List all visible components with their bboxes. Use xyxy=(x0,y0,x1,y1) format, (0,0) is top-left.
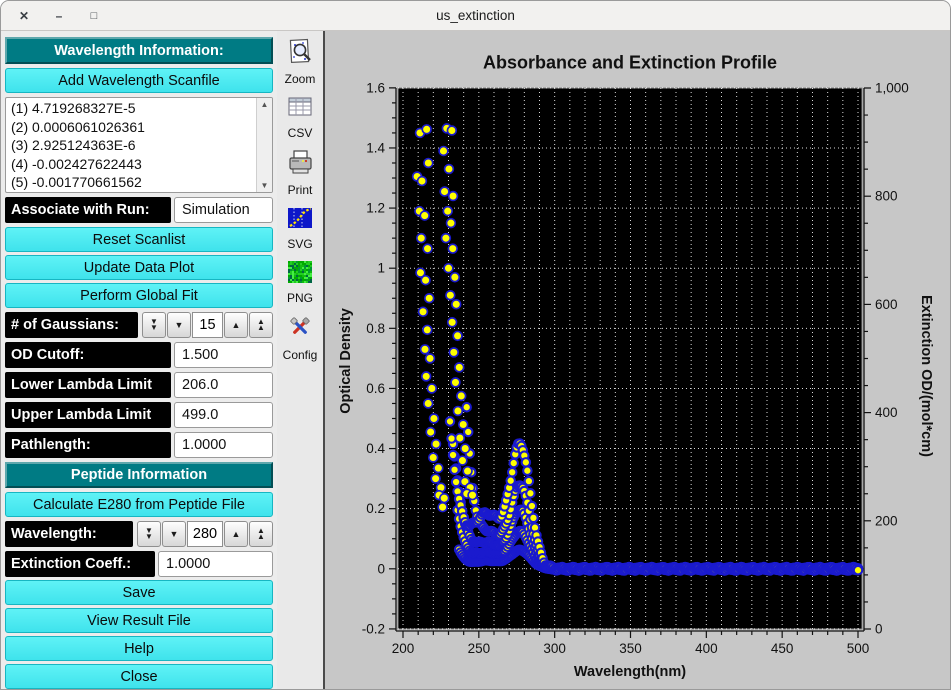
window-title: us_extinction xyxy=(436,8,515,23)
svg-icon xyxy=(287,206,313,235)
extinction-coeff-input[interactable]: 1.0000 xyxy=(158,551,273,577)
upper-lambda-limit-input[interactable]: 499.0 xyxy=(174,402,273,428)
svg-text:1: 1 xyxy=(377,261,385,276)
chart-title: Absorbance and Extinction Profile xyxy=(482,52,778,73)
scatter-points xyxy=(411,123,478,513)
y-right-axis-ticks: 1,000 800 600 400 200 0 xyxy=(864,81,909,637)
view-result-file-button[interactable]: View Result File xyxy=(5,608,273,633)
update-data-plot-button[interactable]: Update Data Plot xyxy=(5,255,273,280)
minimize-window-icon[interactable]: – xyxy=(55,8,63,23)
panel-splitter[interactable] xyxy=(323,31,325,689)
svg-text:500: 500 xyxy=(847,641,870,656)
list-item[interactable]: (2) 0.0006061026361 xyxy=(11,118,145,135)
od-cutoff-input[interactable]: 1.500 xyxy=(174,342,273,368)
print-icon xyxy=(287,149,314,181)
od-cutoff-label: OD Cutoff: xyxy=(5,342,171,368)
titlebar: ✕ – □ us_extinction xyxy=(1,1,950,31)
gaussians-label: # of Gaussians: xyxy=(5,312,138,338)
lower-lambda-limit-input[interactable]: 206.0 xyxy=(174,372,273,398)
peptide-information-banner: Peptide Information xyxy=(5,462,273,488)
gaussians-step-up-fast-button[interactable]: ▲ ▲ xyxy=(249,312,273,338)
svg-text:1.6: 1.6 xyxy=(366,80,385,95)
add-wavelength-scanfile-button[interactable]: Add Wavelength Scanfile xyxy=(5,68,273,93)
svg-text:0.4: 0.4 xyxy=(366,441,385,456)
svg-text:450: 450 xyxy=(771,641,794,656)
scroll-down-icon[interactable]: ▼ xyxy=(260,181,269,190)
x-axis-ticks: 200 250 300 350 400 450 500 xyxy=(392,631,870,656)
csv-tool-button[interactable]: CSV xyxy=(287,95,313,140)
svg-text:600: 600 xyxy=(875,297,898,312)
gaussians-value[interactable]: 15 xyxy=(192,312,223,338)
svg-text:0: 0 xyxy=(377,561,385,576)
csv-icon xyxy=(287,95,313,124)
close-button[interactable]: Close xyxy=(5,664,273,689)
svg-text:0: 0 xyxy=(875,622,883,637)
help-button[interactable]: Help xyxy=(5,636,273,661)
upper-lambda-limit-label: Upper Lambda Limit xyxy=(5,402,171,428)
svg-text:400: 400 xyxy=(695,641,718,656)
lower-lambda-limit-label: Lower Lambda Limit xyxy=(5,372,171,398)
associate-run-input[interactable]: Simulation xyxy=(174,197,273,223)
list-item[interactable]: (5) -0.001770661562 xyxy=(11,174,142,190)
scanlist-scrollbar[interactable]: ▲ ▼ xyxy=(256,98,272,192)
x-axis-title: Wavelength(nm) xyxy=(573,664,687,680)
svg-text:300: 300 xyxy=(543,641,566,656)
print-tool-button[interactable]: Print xyxy=(287,149,314,197)
svg-text:200: 200 xyxy=(875,513,898,528)
png-tool-button[interactable]: PNG xyxy=(287,260,313,305)
svg-text:1,000: 1,000 xyxy=(875,81,909,96)
pathlength-label: Pathlength: xyxy=(5,432,171,458)
svg-text:1.2: 1.2 xyxy=(366,201,385,216)
control-panel: Wavelength Information: Add Wavelength S… xyxy=(1,31,277,689)
save-button[interactable]: Save xyxy=(5,580,273,605)
perform-global-fit-button[interactable]: Perform Global Fit xyxy=(5,283,273,308)
svg-text:-0.2: -0.2 xyxy=(362,621,385,636)
svg-text:200: 200 xyxy=(392,641,415,656)
plot-toolbar: Zoom CSV xyxy=(277,31,323,689)
zoom-tool-button[interactable]: Zoom xyxy=(285,38,315,86)
zoom-icon xyxy=(287,38,314,70)
png-icon xyxy=(287,260,313,289)
peptide-wavelength-counter: ▼ ▼ ▼ 280 ▲ ▲ ▲ xyxy=(136,521,273,547)
svg-text:0.8: 0.8 xyxy=(366,321,385,336)
list-item[interactable]: (4) -0.002427622443 xyxy=(11,155,142,172)
list-item[interactable]: (3) 2.925124363E-6 xyxy=(11,137,136,153)
wavelength-value[interactable]: 280 xyxy=(187,521,223,547)
svg-tool-button[interactable]: SVG xyxy=(287,206,313,251)
maximize-window-icon[interactable]: □ xyxy=(90,9,98,22)
svg-text:0.2: 0.2 xyxy=(366,501,385,516)
series-scan-1 xyxy=(444,416,864,576)
wavelength-step-down-fast-button[interactable]: ▼ ▼ xyxy=(137,521,161,547)
svg-text:1.4: 1.4 xyxy=(366,140,385,155)
svg-text:400: 400 xyxy=(875,405,898,420)
calculate-e280-button[interactable]: Calculate E280 from Peptide File xyxy=(5,492,273,517)
scroll-up-icon[interactable]: ▲ xyxy=(260,100,269,109)
list-item[interactable]: (1) 4.719268327E-5 xyxy=(11,100,136,116)
config-tool-button[interactable]: Config xyxy=(283,314,317,362)
gaussians-step-down-fast-button[interactable]: ▼ ▼ xyxy=(142,312,166,338)
wavelength-scanlist[interactable]: (1) 4.719268327E-5 (2) 0.0006061026361 (3)… xyxy=(5,97,273,193)
extinction-coeff-label: Extinction Coeff.: xyxy=(5,551,155,577)
peptide-wavelength-label: Wavelength: xyxy=(5,521,133,547)
gaussians-step-up-button[interactable]: ▲ xyxy=(224,312,248,338)
gaussians-counter: ▼ ▼ ▼ 15 ▲ ▲ ▲ xyxy=(141,312,273,338)
plot-panel: Absorbance and Extinction Profile Optica… xyxy=(325,31,950,689)
wavelength-information-banner: Wavelength Information: xyxy=(5,37,273,64)
chart-svg[interactable]: 200 250 300 350 400 450 500 1.6 1.4 1.2 1 0.8 0.6 0.4… xyxy=(325,31,951,690)
pathlength-input[interactable]: 1.0000 xyxy=(174,432,273,458)
wavelength-step-up-button[interactable]: ▲ xyxy=(224,521,248,547)
svg-text:800: 800 xyxy=(875,189,898,204)
reset-scanlist-button[interactable]: Reset Scanlist xyxy=(5,227,273,252)
config-icon xyxy=(287,314,314,346)
associate-with-run-label: Associate with Run: xyxy=(5,197,171,223)
svg-text:350: 350 xyxy=(619,641,642,656)
gaussians-step-down-button[interactable]: ▼ xyxy=(167,312,191,338)
svg-text:0.6: 0.6 xyxy=(366,381,385,396)
y-left-axis-ticks: 1.6 1.4 1.2 1 0.8 0.6 0.4 0.2 0 -0.2 xyxy=(362,80,396,636)
close-window-icon[interactable]: ✕ xyxy=(18,8,30,23)
wavelength-step-up-fast-button[interactable]: ▲ ▲ xyxy=(249,521,273,547)
svg-text:250: 250 xyxy=(468,641,491,656)
wavelength-step-down-button[interactable]: ▼ xyxy=(162,521,186,547)
